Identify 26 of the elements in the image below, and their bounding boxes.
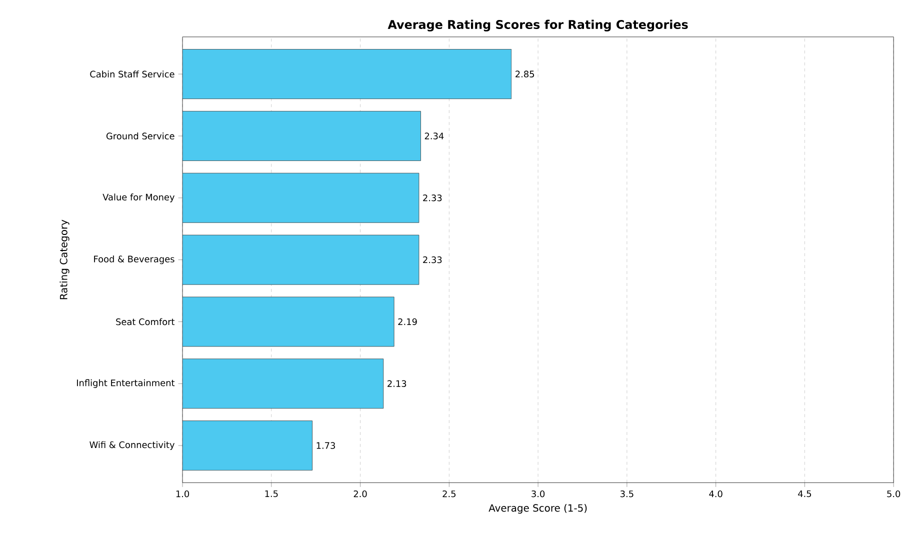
data-label: 2.33 bbox=[423, 194, 442, 202]
x-tick-label: 3.5 bbox=[620, 490, 634, 498]
x-tick-label: 5.0 bbox=[887, 490, 900, 498]
x-tick-label: 1.5 bbox=[265, 490, 278, 498]
y-tick-label: Cabin Staff Service bbox=[90, 70, 174, 78]
chart-title: Average Rating Scores for Rating Categories bbox=[388, 20, 688, 32]
y-tick-label: Ground Service bbox=[106, 132, 174, 140]
x-axis-title: Average Score (1-5) bbox=[488, 504, 587, 514]
y-axis-title: Rating Category bbox=[60, 220, 70, 300]
data-label: 2.33 bbox=[423, 256, 442, 264]
x-tick-label: 4.0 bbox=[709, 490, 722, 498]
data-label: 2.34 bbox=[424, 132, 444, 140]
x-tick-label: 3.0 bbox=[532, 490, 545, 498]
y-tick-label: Value for Money bbox=[102, 194, 175, 202]
x-tick-label: 2.5 bbox=[442, 490, 456, 498]
y-tick-label: Seat Comfort bbox=[116, 318, 175, 326]
x-tick-label: 2.0 bbox=[354, 490, 367, 498]
x-tick-label: 1.0 bbox=[176, 490, 190, 498]
y-tick-label: Inflight Entertainment bbox=[76, 380, 175, 388]
data-label: 1.73 bbox=[316, 442, 335, 450]
data-label: 2.19 bbox=[398, 318, 417, 326]
data-label: 2.13 bbox=[388, 380, 406, 388]
y-tick-label: Food & Beverages bbox=[94, 256, 174, 264]
y-tick-label: Wifi & Connectivity bbox=[90, 441, 175, 450]
data-label: 2.85 bbox=[516, 70, 534, 78]
x-tick-label: 4.5 bbox=[798, 490, 812, 498]
